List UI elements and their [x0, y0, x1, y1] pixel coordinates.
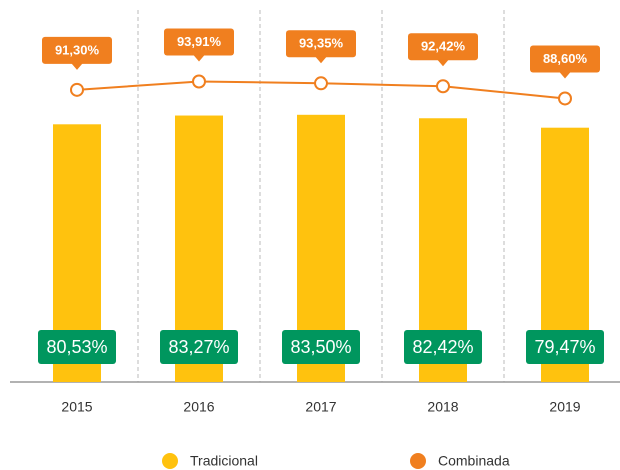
- line-point: [192, 74, 206, 89]
- bar-label: 82,42%: [412, 337, 473, 357]
- line-label-pointer: [193, 54, 205, 62]
- line-label: 92,42%: [421, 39, 466, 54]
- line-label-box: [408, 33, 478, 61]
- legend-marker: [410, 453, 426, 469]
- line-label: 93,35%: [299, 36, 344, 51]
- bar-label-box: [160, 330, 238, 364]
- legend-marker: [162, 453, 178, 469]
- bar-label: 83,27%: [168, 337, 229, 357]
- line-point: [314, 76, 328, 91]
- line-label: 88,60%: [543, 51, 588, 66]
- bar-label-box: [38, 330, 116, 364]
- line-label-pointer: [559, 71, 571, 79]
- x-tick-label: 2018: [427, 399, 458, 415]
- x-tick-label: 2019: [549, 399, 580, 415]
- line-label-box: [164, 28, 234, 56]
- line-label-box: [42, 36, 112, 64]
- bar-label: 83,50%: [290, 337, 351, 357]
- x-tick-label: 2016: [183, 399, 214, 415]
- line-point: [70, 82, 84, 97]
- line-point: [558, 91, 572, 106]
- line-label-box: [286, 30, 356, 58]
- line-label-pointer: [71, 62, 83, 70]
- x-tick-label: 2015: [61, 399, 92, 415]
- line-point: [436, 79, 450, 94]
- bar-label-box: [282, 330, 360, 364]
- bar-label: 79,47%: [534, 337, 595, 357]
- bar-label-box: [404, 330, 482, 364]
- line-label: 93,91%: [177, 34, 222, 49]
- legend-label: Combinada: [438, 453, 510, 469]
- line-label-pointer: [437, 59, 449, 67]
- bar-label: 80,53%: [46, 337, 107, 357]
- legend-label: Tradicional: [190, 453, 258, 469]
- line-label: 91,30%: [55, 42, 100, 57]
- line-label-box: [530, 45, 600, 73]
- line-label-pointer: [315, 56, 327, 64]
- x-tick-label: 2017: [305, 399, 336, 415]
- bar-label-box: [526, 330, 604, 364]
